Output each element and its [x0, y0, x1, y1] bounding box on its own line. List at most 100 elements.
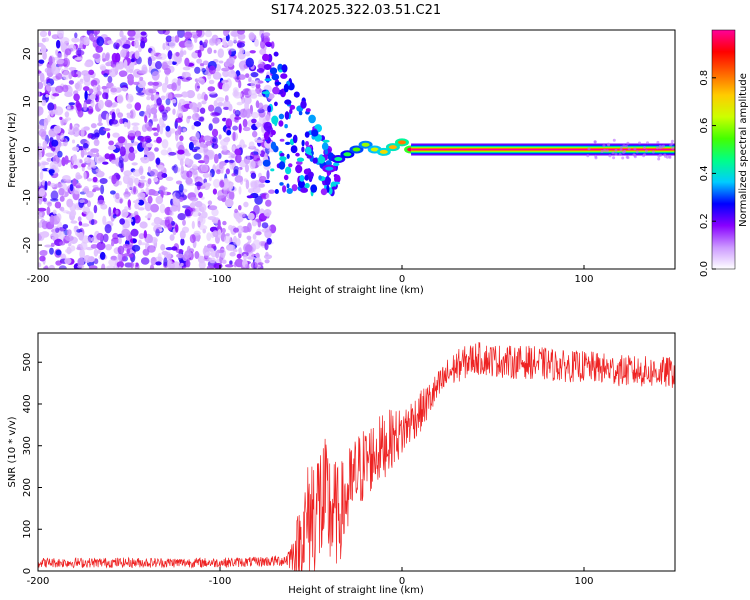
noise-blob [70, 245, 76, 252]
noise-blob [56, 53, 63, 59]
noise-blob [150, 94, 155, 101]
noise-blob [93, 129, 100, 139]
noise-blob [116, 261, 124, 269]
noise-blob [188, 141, 194, 151]
noise-blob [62, 175, 71, 182]
chart-title: S174.2025.322.03.51.C21 [271, 3, 441, 18]
noise-blob [208, 38, 216, 46]
noise-blob [208, 172, 212, 182]
noise-blob [257, 108, 265, 114]
noise-blob [232, 125, 239, 131]
colorbar-tick-label: 0.2 [699, 213, 710, 229]
signal-path-point [388, 145, 397, 150]
noise-blob [204, 39, 209, 45]
noise-blob [228, 190, 235, 201]
signal-path-point [370, 147, 379, 152]
noise-blob [169, 234, 175, 241]
noise-blob [209, 257, 216, 264]
noise-blob [242, 126, 251, 132]
noise-blob [168, 60, 173, 66]
noise-blob [171, 99, 177, 104]
noise-blob [47, 102, 55, 111]
noise-blob [66, 104, 71, 110]
y-tick-label: 300 [22, 436, 33, 455]
noise-blob [182, 66, 191, 71]
noise-blob [56, 213, 62, 222]
noise-blob [245, 57, 254, 68]
noise-blob [197, 160, 206, 164]
noise-blob [119, 118, 123, 125]
noise-blob [123, 59, 128, 69]
transition-blob [293, 91, 300, 98]
noise-blob [251, 111, 260, 119]
noise-blob [211, 128, 219, 137]
noise-blob [50, 147, 56, 151]
noise-blob [102, 92, 108, 100]
noise-blob [38, 150, 43, 161]
noise-blob [92, 176, 98, 183]
noise-blob [129, 68, 134, 74]
noise-blob [212, 138, 217, 143]
transition-blob [300, 187, 308, 193]
noise-blob [180, 165, 184, 175]
noise-blob [83, 101, 88, 111]
noise-blob [211, 143, 215, 148]
noise-blob [123, 194, 130, 199]
spectrogram-y-label: Frequency (Hz) [7, 112, 18, 188]
noise-blob [177, 78, 181, 86]
noise-blob [83, 86, 90, 92]
transition-blob [296, 157, 305, 162]
noise-blob [80, 148, 85, 158]
y-tick-label: 0 [22, 146, 33, 152]
noise-blob [107, 220, 113, 225]
noise-blob [77, 216, 82, 222]
noise-blob [257, 63, 264, 69]
noise-blob [127, 37, 135, 41]
noise-blob [129, 110, 134, 119]
transition-blob [278, 69, 283, 73]
noise-blob [103, 128, 111, 132]
transition-blob [305, 141, 309, 147]
noise-blob [247, 222, 252, 233]
noise-blob [81, 163, 86, 168]
noise-blob [270, 41, 275, 49]
noise-blob [81, 223, 90, 227]
noise-blob [220, 169, 224, 174]
noise-blob [108, 140, 114, 146]
noise-blob [70, 69, 75, 77]
noise-blob [172, 108, 176, 115]
noise-blob [194, 66, 201, 74]
transition-blob [308, 114, 316, 124]
noise-blob [228, 159, 235, 163]
noise-blob [167, 223, 173, 231]
noise-blob [71, 155, 77, 165]
transition-blob [264, 78, 272, 82]
transition-blob [285, 166, 292, 175]
noise-blob [38, 262, 42, 268]
noise-blob [257, 262, 264, 266]
noise-blob [244, 263, 250, 269]
noise-blob [110, 85, 118, 96]
noise-blob [38, 59, 45, 64]
edge-speckle [612, 156, 616, 160]
noise-blob [96, 90, 102, 96]
transition-blob [286, 133, 293, 138]
noise-blob [157, 171, 164, 180]
noise-blob [42, 197, 47, 202]
noise-blob [120, 87, 128, 92]
noise-blob [212, 188, 217, 195]
snr-series-line [38, 342, 675, 571]
noise-blob [255, 139, 264, 143]
noise-blob [179, 50, 184, 58]
noise-blob [140, 40, 146, 49]
noise-blob [75, 49, 85, 56]
noise-blob [40, 231, 50, 238]
noise-blob [84, 71, 88, 78]
transition-blob [324, 176, 331, 186]
transition-blob [273, 51, 279, 57]
noise-blob [147, 189, 156, 196]
noise-blob [222, 83, 230, 92]
noise-blob [207, 247, 214, 252]
noise-blob [194, 82, 200, 92]
transition-blob [304, 131, 310, 138]
